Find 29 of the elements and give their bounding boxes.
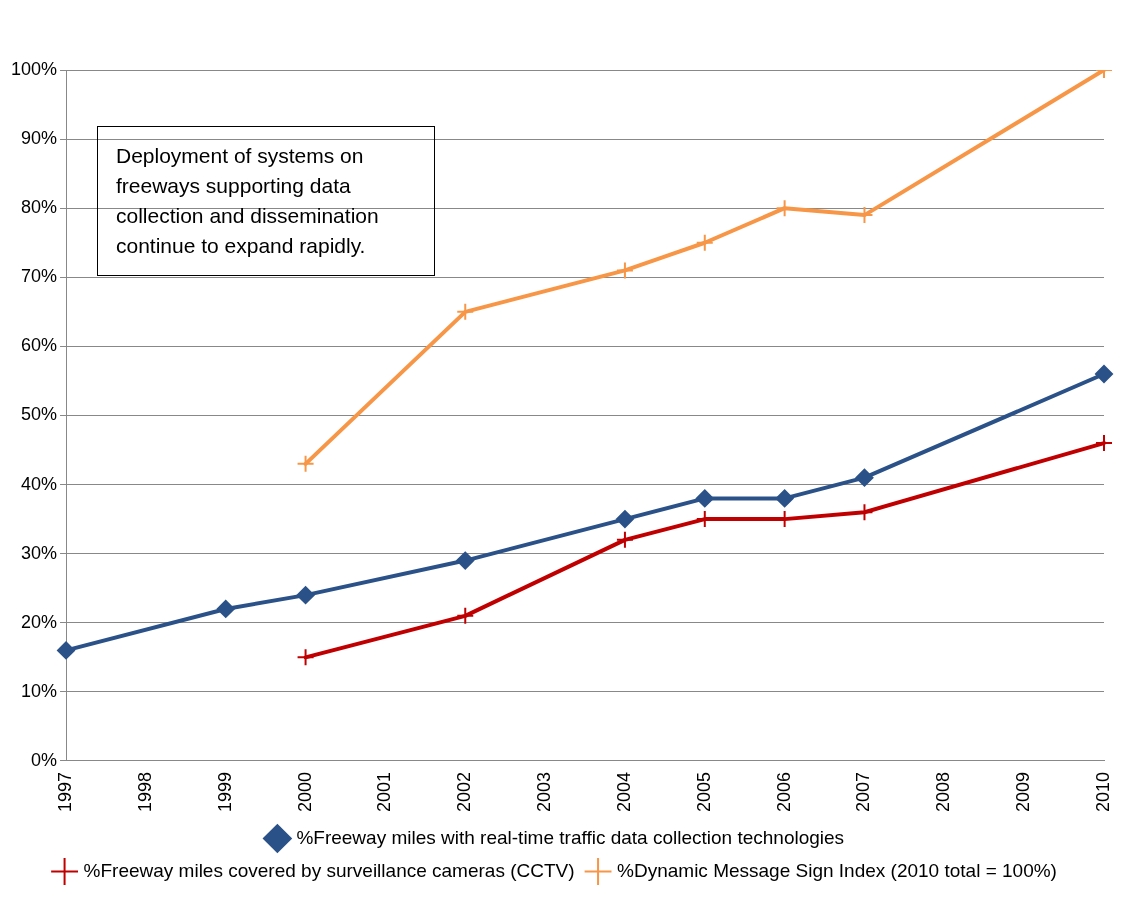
y-tick-label: 10% [21,680,58,701]
x-tick-label: 2000 [294,771,315,812]
x-tick-label: 2007 [853,771,874,812]
y-tick-label: 100% [10,58,58,79]
legend-label: %Dynamic Message Sign Index (2010 total = 100%) [617,859,1057,881]
x-tick-label: 2006 [773,771,794,812]
x-tick-label: 1998 [134,771,155,812]
y-tick-label: 50% [21,404,58,425]
y-tick-label: 70% [21,266,58,287]
x-tick-label: 2008 [933,771,954,812]
x-tick-label: 2010 [1092,771,1113,812]
x-tick-label: 2002 [454,771,475,812]
y-tick-label: 60% [21,335,58,356]
x-tick-label: 2005 [693,771,714,812]
y-tick-label: 30% [21,542,58,563]
x-tick-label: 1997 [55,771,76,812]
x-tick-label: 2003 [534,771,555,812]
x-tick-label: 2001 [374,771,395,812]
x-tick-label: 1999 [214,771,235,812]
y-tick-label: 90% [21,128,58,149]
legend-label: %Freeway miles with real-time traffic data collection technologies [296,826,845,848]
legend-label: %Freeway miles covered by surveillance cameras (CCTV) [83,859,575,881]
x-tick-label: 2004 [613,771,634,812]
annotation: Deployment of systems on freeways supporting data collection and dissemination continue to expand rapidly. [97,126,435,276]
y-tick-label: 80% [21,197,58,218]
x-tick-label: 2009 [1013,771,1034,812]
y-tick-label: 20% [21,611,58,632]
y-tick-label: 40% [21,473,58,494]
y-tick-label: 0% [31,749,58,770]
